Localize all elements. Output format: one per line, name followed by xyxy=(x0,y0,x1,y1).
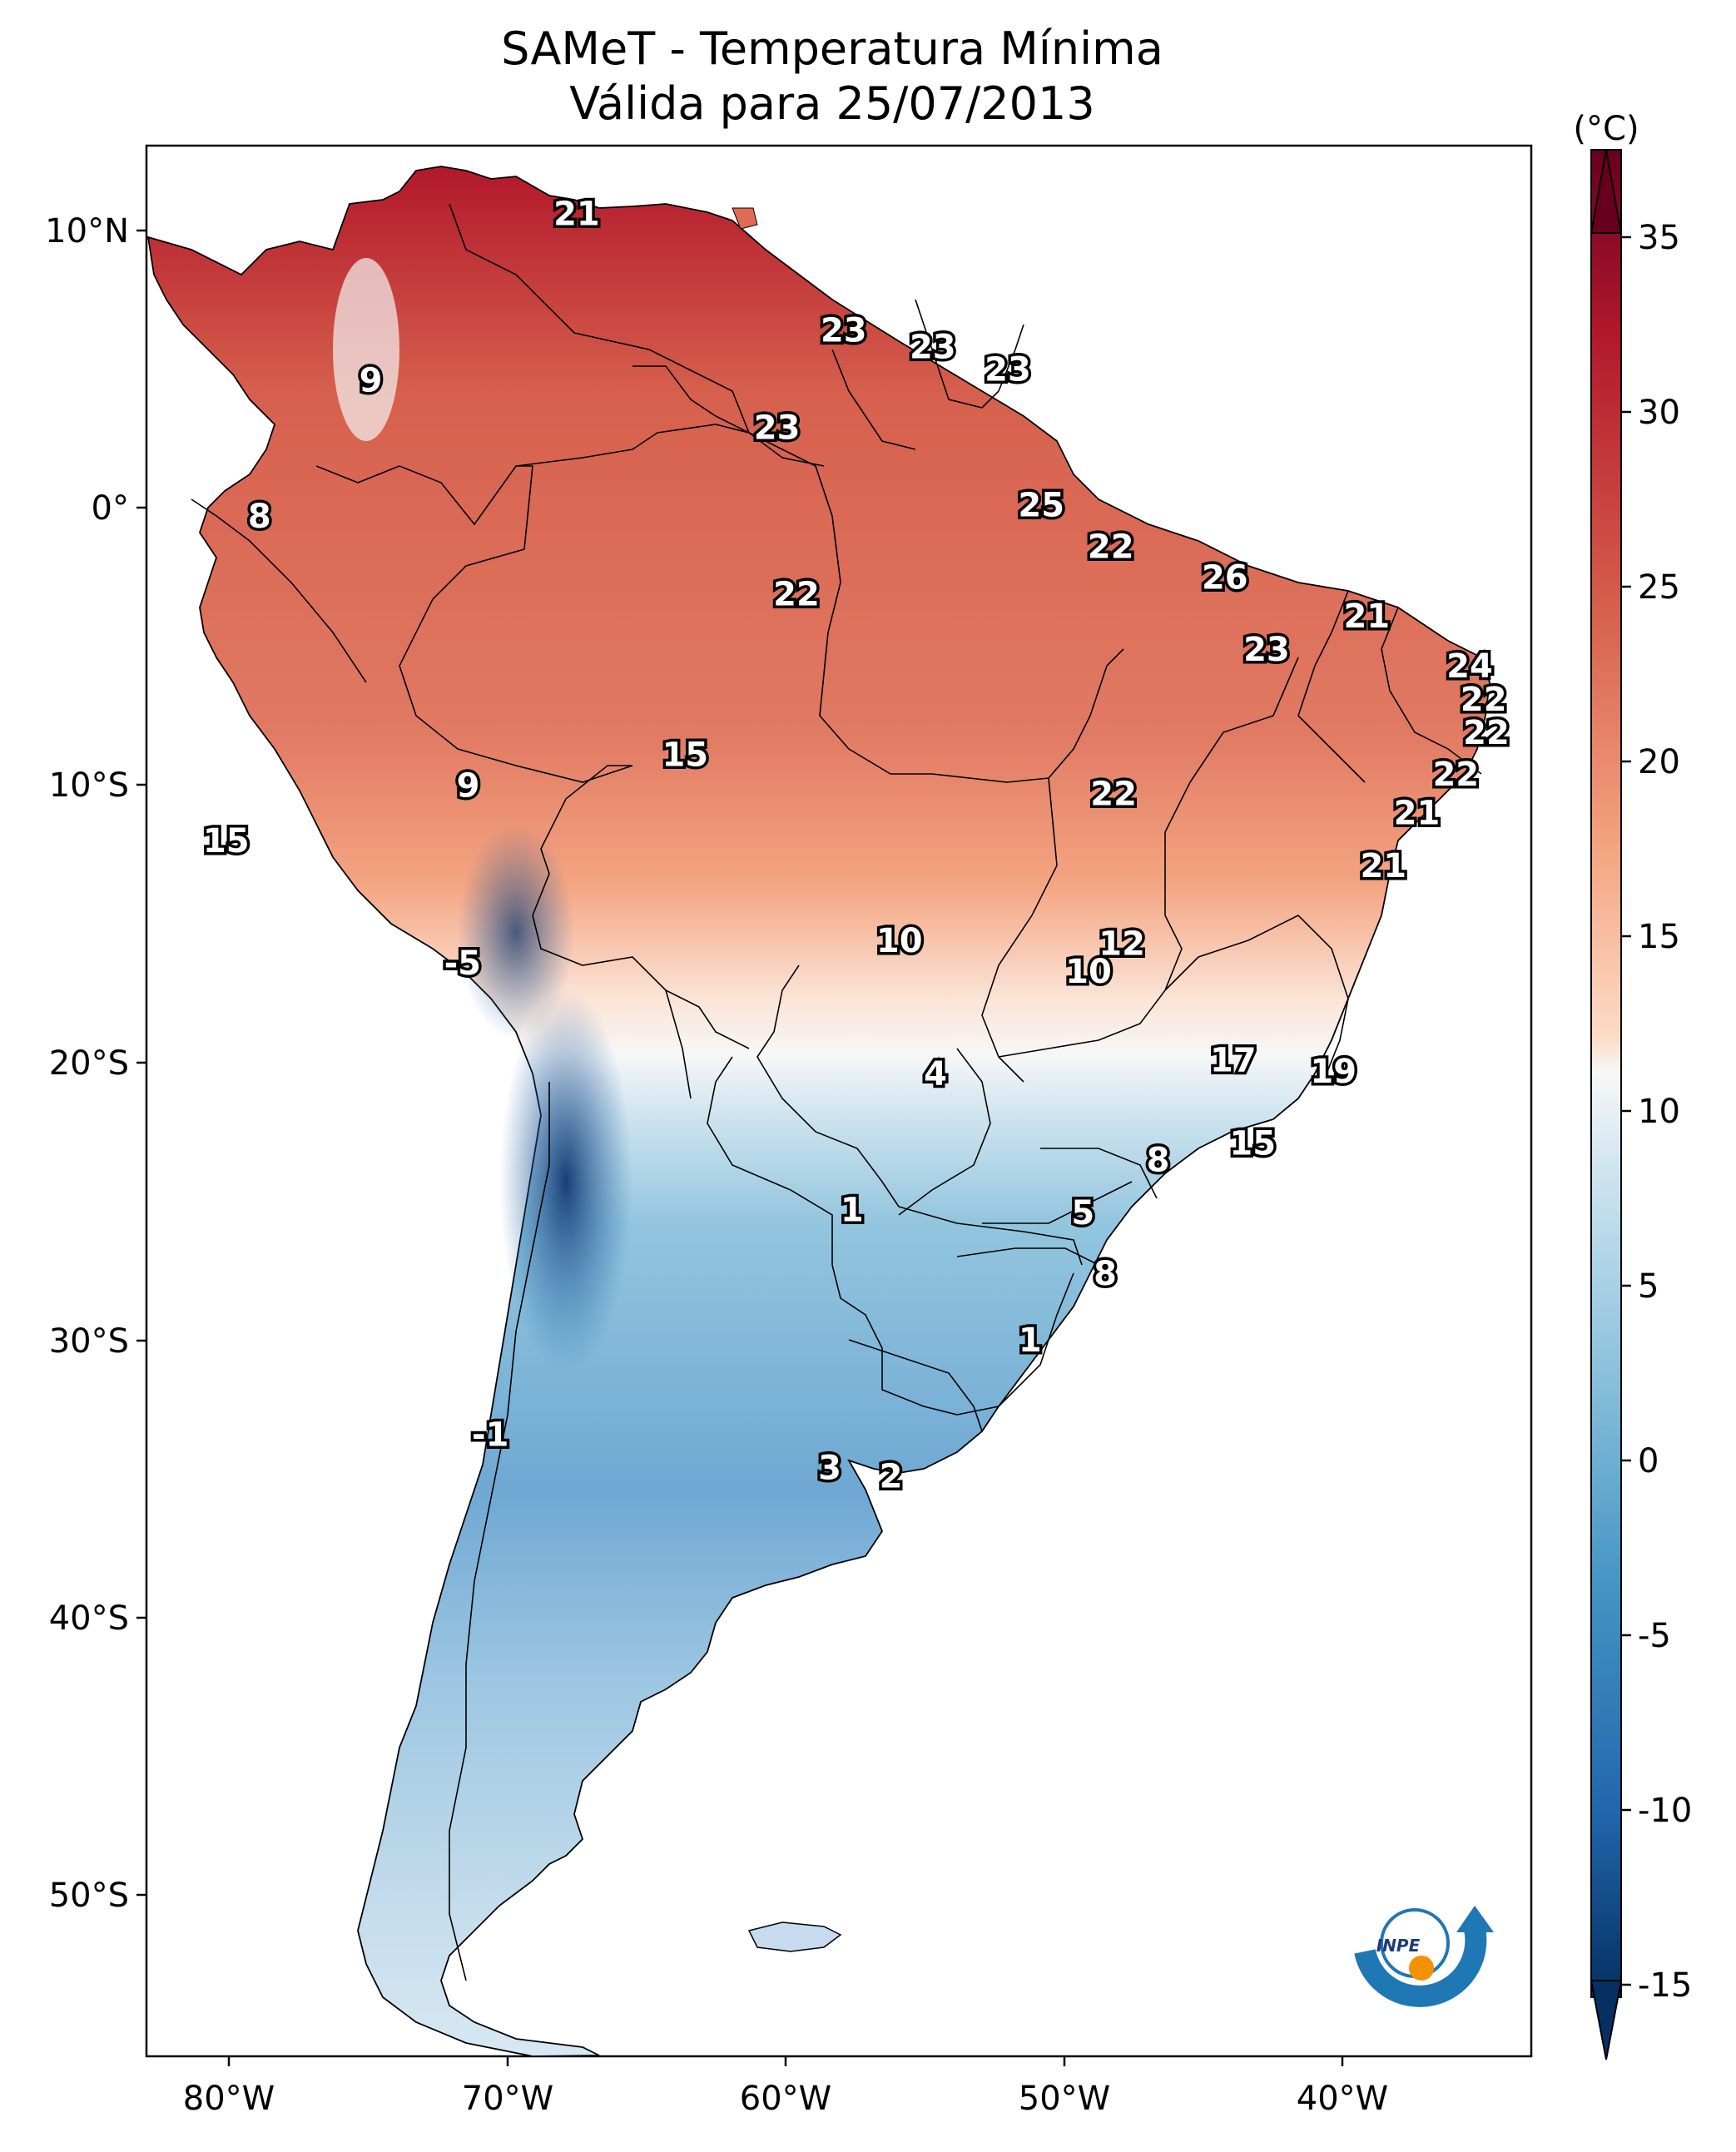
colorbar-tick-label: -5 xyxy=(1638,1617,1671,1655)
station-temperature-label: 4 xyxy=(924,1055,947,1093)
colorbar-tick-label: -10 xyxy=(1638,1792,1692,1830)
station-temperature-label: 15 xyxy=(1229,1125,1276,1163)
station-temperature-label: 8 xyxy=(1094,1255,1117,1293)
colorbar-tick-label: 5 xyxy=(1638,1267,1659,1306)
station-temperature-label: 23 xyxy=(821,312,867,350)
lon-tick-label: 80°W xyxy=(183,2080,275,2118)
lat-ticks xyxy=(136,229,146,1897)
station-temperature-label: 22 xyxy=(1463,714,1510,752)
station-temperature-label: 23 xyxy=(985,350,1031,389)
colorbar-tick-labels: 35 30 25 20 15 10 5 0 -5 -10 -15 xyxy=(1638,219,1692,2005)
lon-tick-labels: 80°W 70°W 60°W 50°W 40°W xyxy=(183,2080,1388,2118)
colorbar-tick-label: 20 xyxy=(1638,743,1680,781)
colorbar-ticks xyxy=(1621,236,1631,1986)
lat-tick-label: 10°N xyxy=(45,212,129,250)
station-temperature-label: 19 xyxy=(1310,1053,1357,1091)
lat-tick-label: 20°S xyxy=(49,1044,129,1083)
station-temperature-label: 3 xyxy=(818,1450,841,1488)
station-temperature-label: 23 xyxy=(1243,631,1290,669)
colorbar-tick-label: 30 xyxy=(1638,394,1680,432)
andes-cold-region-2 xyxy=(458,824,574,1040)
station-temperature-label: 22 xyxy=(1090,775,1137,813)
colorbar-tick-label: 35 xyxy=(1638,219,1680,257)
station-temperature-label: 26 xyxy=(1202,558,1248,597)
station-temperature-label: 22 xyxy=(773,575,820,613)
station-temperature-label: 21 xyxy=(1394,795,1441,833)
colorbar-tick-label: 0 xyxy=(1638,1442,1659,1480)
station-temperature-label: 9 xyxy=(360,362,383,400)
country-borders xyxy=(191,203,1482,1981)
inpe-logo: INPE xyxy=(1354,1906,1494,2007)
station-temperature-label: 9 xyxy=(457,766,480,805)
station-temperature-label: 21 xyxy=(1360,847,1406,885)
station-temperature-label: 10 xyxy=(1065,953,1112,991)
andes-cold-region xyxy=(499,990,632,1373)
lat-tick-labels: 10°N 0° 10°S 20°S 30°S 40°S 50°S xyxy=(45,212,129,1915)
colorbar-tick-label: 10 xyxy=(1638,1093,1680,1131)
station-temperature-label: 21 xyxy=(1343,598,1390,636)
station-temperature-label: 22 xyxy=(1461,681,1507,719)
colorbar-tick-label: 25 xyxy=(1638,568,1680,607)
station-temperature-label: 22 xyxy=(1432,756,1479,794)
lon-ticks xyxy=(227,2056,1344,2066)
station-temperature-label: 21 xyxy=(553,196,600,234)
south-america-landmass xyxy=(146,166,1490,2056)
station-temperature-label: 5 xyxy=(1071,1194,1094,1232)
station-temperature-label: 24 xyxy=(1446,647,1493,686)
station-temperature-label: 15 xyxy=(662,736,708,775)
station-temperature-label: 8 xyxy=(248,498,271,536)
title-line-2: Válida para 25/07/2013 xyxy=(569,77,1095,130)
station-temperature-label: 10 xyxy=(876,922,923,960)
colorbar-bar xyxy=(1590,149,1622,1998)
colorbar-unit: (°C) xyxy=(1573,110,1639,148)
lat-tick-label: 50°S xyxy=(49,1877,129,1915)
station-temperature-label: -5 xyxy=(444,945,481,983)
colorbar-tick-label: 15 xyxy=(1638,918,1680,956)
lon-tick-label: 70°W xyxy=(462,2080,553,2118)
station-temperature-label: 8 xyxy=(1147,1142,1170,1180)
map-title: SAMeT - Temperatura Mínima Válida para 2… xyxy=(0,22,1664,131)
colombia-highlands xyxy=(333,258,399,441)
trinidad-island xyxy=(732,207,758,230)
colorbar-tick-label: -15 xyxy=(1638,1966,1692,2005)
station-temperature-label: 1 xyxy=(1019,1321,1042,1360)
title-line-1: SAMeT - Temperatura Mínima xyxy=(501,22,1163,75)
inpe-logo-text: INPE xyxy=(1376,1936,1421,1956)
lon-tick-label: 50°W xyxy=(1019,2080,1110,2118)
station-temperature-label: 17 xyxy=(1210,1042,1257,1080)
lat-tick-label: 30°S xyxy=(49,1322,129,1361)
station-temperature-label: 22 xyxy=(1088,528,1134,567)
lat-tick-label: 40°S xyxy=(49,1599,129,1638)
colorbar-top-extension xyxy=(1590,149,1623,234)
colorbar-bottom-extension xyxy=(1590,1980,1623,2060)
station-temperature-label: 2 xyxy=(880,1458,903,1496)
station-temperature-label: 25 xyxy=(1018,487,1064,525)
station-temperature-label: -1 xyxy=(472,1416,508,1455)
lon-tick-label: 60°W xyxy=(740,2080,831,2118)
station-temperature-label: 15 xyxy=(203,822,250,860)
lon-tick-label: 40°W xyxy=(1297,2080,1388,2118)
station-temperature-label: 1 xyxy=(841,1192,864,1230)
station-temperature-label: 23 xyxy=(754,409,801,447)
station-temperature-label: 12 xyxy=(1099,925,1145,963)
malvinas-islands xyxy=(747,1921,842,1952)
colorbar: (°C) 35 30 25 20 15 10 5 0 -5 -10 -15 xyxy=(1573,110,1692,2060)
lat-tick-label: 10°S xyxy=(49,766,129,805)
station-temperature-label: 23 xyxy=(910,329,956,367)
lat-tick-label: 0° xyxy=(92,489,129,528)
